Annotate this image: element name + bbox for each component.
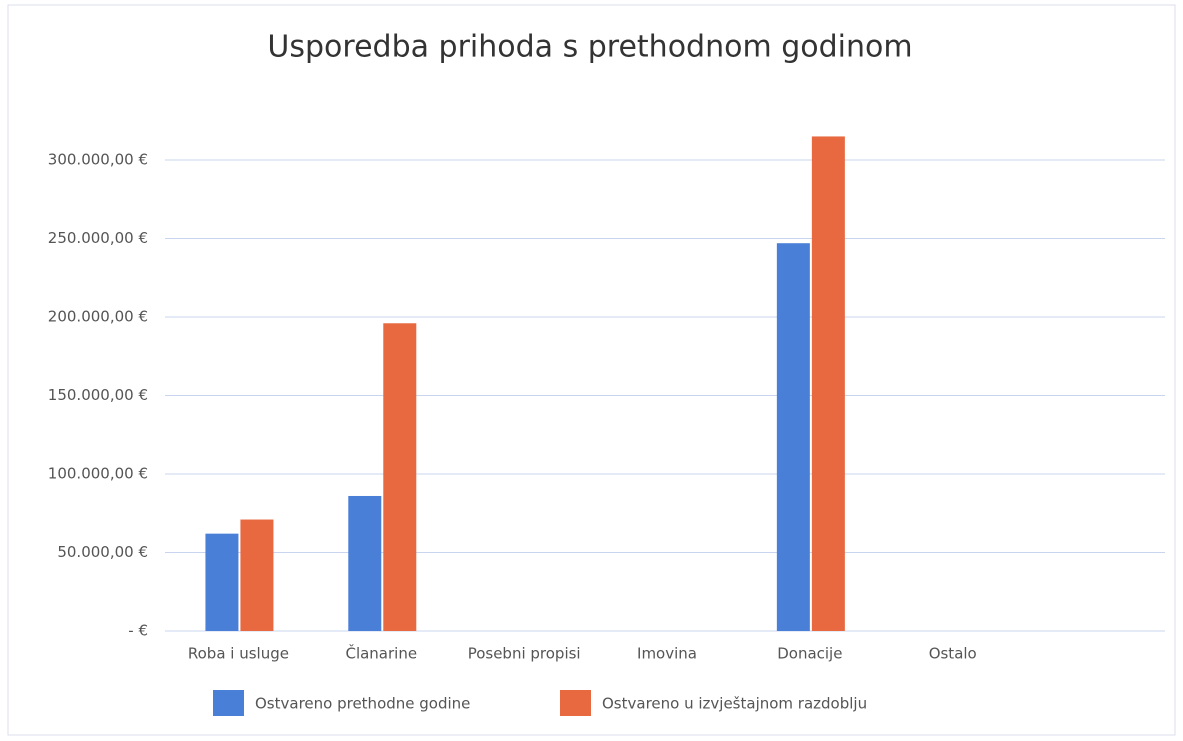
bar bbox=[348, 495, 382, 631]
x-tick-label: Ostalo bbox=[929, 645, 977, 663]
bar bbox=[240, 519, 274, 631]
bar bbox=[811, 136, 845, 631]
x-tick-label: Članarine bbox=[345, 644, 417, 663]
x-tick-label: Donacije bbox=[777, 645, 842, 663]
legend-swatch bbox=[560, 690, 591, 716]
bar bbox=[383, 323, 417, 631]
x-tick-label: Imovina bbox=[637, 645, 697, 663]
y-tick-label: 150.000,00 € bbox=[48, 386, 148, 404]
legend-label: Ostvareno prethodne godine bbox=[255, 695, 470, 713]
y-tick-label: 50.000,00 € bbox=[57, 543, 148, 561]
bar bbox=[776, 243, 810, 631]
y-tick-label: 200.000,00 € bbox=[48, 308, 148, 326]
chart-title: Usporedba prihoda s prethodnom godinom bbox=[267, 30, 912, 65]
chart-frame bbox=[7, 4, 1176, 736]
x-tick-label: Roba i usluge bbox=[188, 645, 289, 663]
y-tick-label: - € bbox=[128, 622, 148, 640]
y-tick-label: 300.000,00 € bbox=[48, 151, 148, 169]
bar bbox=[205, 533, 239, 631]
legend-swatch bbox=[213, 690, 244, 716]
y-tick-label: 100.000,00 € bbox=[48, 465, 148, 483]
legend-label: Ostvareno u izvještajnom razdoblju bbox=[602, 695, 867, 713]
x-tick-label: Posebni propisi bbox=[468, 645, 581, 663]
y-tick-label: 250.000,00 € bbox=[48, 229, 148, 247]
